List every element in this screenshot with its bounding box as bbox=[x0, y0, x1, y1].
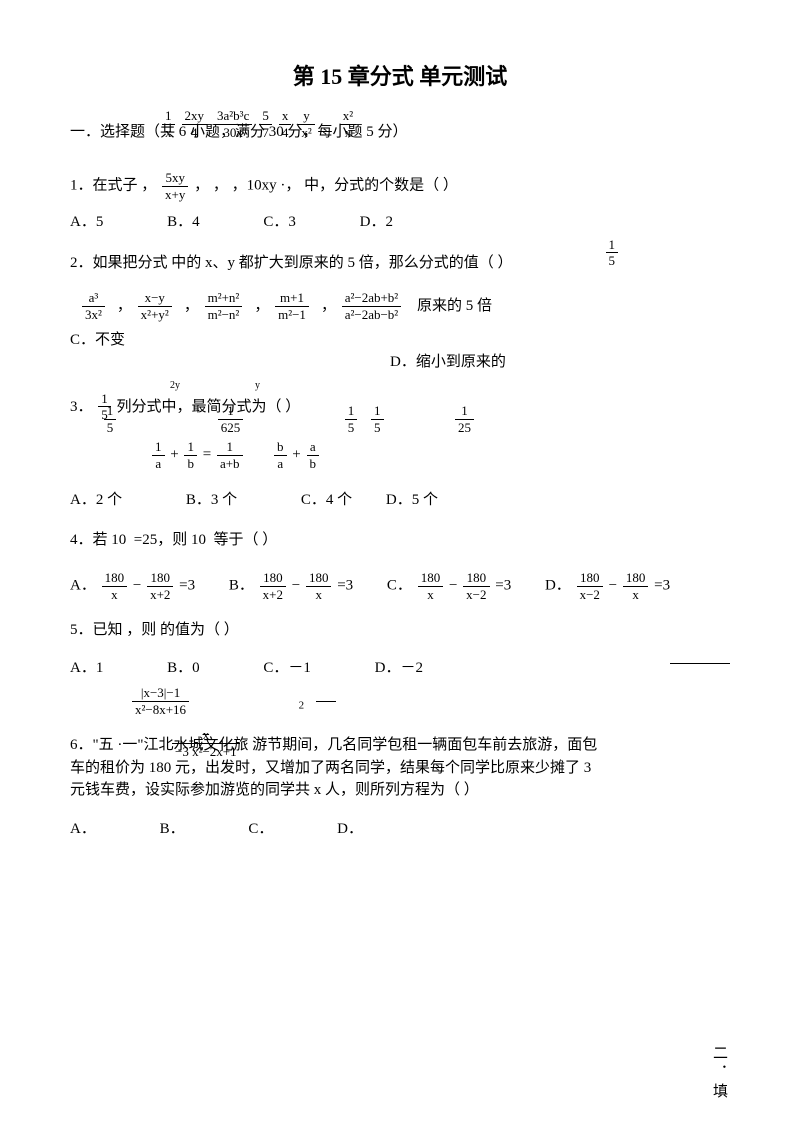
q2-frac-overlay: 15 bbox=[606, 238, 619, 268]
q6-opt-a: A． bbox=[70, 818, 96, 841]
q5-opt-b: B．0 bbox=[167, 657, 200, 680]
q1-stem: 1．在式子 ， 5xyx+y ， ， ，10xy ·， 中，分式的个数是（ ） bbox=[70, 171, 730, 201]
q6-opt-b: B． bbox=[160, 818, 185, 841]
q5-stem: 5．已知 ，则 的值为（ ） bbox=[70, 619, 730, 647]
q6-line3: 元钱车费，设实际参加游览的同学共 x 人，则所列方程为（ ） bbox=[70, 779, 730, 802]
q5-opt-a: A．1 bbox=[70, 657, 103, 680]
q2-frac-row: a³3x²， x−yx²+y²， m²+n²m²−n²， m+1m²−1， a²… bbox=[80, 290, 730, 323]
q3-sup-1: 2y bbox=[170, 378, 180, 393]
q5-frac-below: |x−3|−1x²−8x+16 2 bbox=[130, 686, 730, 716]
section-1-heading: 一．选择题（共 6 小题，满分 30 分，每小题 5 分） 1x 2xy4 3a… bbox=[70, 121, 730, 151]
q4-opt-b: B． 180x+2 − 180x =3 bbox=[229, 571, 353, 601]
q4-options: A． 180x − 180x+2 =3 B． 180x+2 − 180x =3 … bbox=[70, 571, 730, 601]
q3-options: A．2 个 B．3 个 C．4 个 D．5 个 bbox=[70, 489, 730, 512]
q6-opt-d: D． bbox=[337, 818, 363, 841]
q6-line2: 车的租价为 180 元，出发时，又增加了两名同学，结果每个同学比原来少摊了 3 bbox=[70, 757, 730, 780]
q1-opt-a: A．5 bbox=[70, 211, 103, 234]
q1-frac: 5xyx+y bbox=[162, 171, 188, 201]
section-2-heading: 二．填 bbox=[708, 1045, 731, 1102]
q3-opt-d: D．5 个 bbox=[386, 489, 438, 512]
q2-tail: 原来的 5 倍 bbox=[417, 298, 492, 314]
q5-opt-d: D．－2 bbox=[375, 657, 423, 680]
q1-text-a: 1．在式子 ， bbox=[70, 178, 156, 194]
section-1-overlay-fracs: 1x 2xy4 3a²b³c30x 57 x4 yx² x²x bbox=[160, 109, 358, 139]
q5-options: A．1 B．0 C．－1 D．－2 bbox=[70, 657, 730, 680]
q3-opt-c: C．4 个 bbox=[301, 489, 352, 512]
page-title: 第 15 章分式 单元测试 bbox=[70, 60, 730, 93]
q6-overlay-frac: x −3 x²−2x+1 bbox=[172, 728, 240, 758]
q2-text: 2．如果把分式 中的 x、y 都扩大到原来的 5 倍，那么分式的值（ ） bbox=[70, 255, 513, 271]
q2-opt-d: D．缩小到原来的 bbox=[390, 351, 730, 374]
q3-opt-b: B．3 个 bbox=[186, 489, 237, 512]
q4-opt-c: C． 180x − 180x−2 =3 bbox=[387, 571, 511, 601]
q1-opt-d: D．2 bbox=[360, 211, 393, 234]
q1-opt-b: B．4 bbox=[167, 211, 200, 234]
q1-options: A．5 B．4 C．3 D．2 bbox=[70, 211, 730, 234]
q4-opt-d: D． 180x−2 − 180x =3 bbox=[545, 571, 670, 601]
q3-sup-2: y bbox=[255, 378, 260, 393]
q1-opt-c: C．3 bbox=[263, 211, 296, 234]
q3-opt-a: A．2 个 bbox=[70, 489, 122, 512]
q2-stem: 2．如果把分式 中的 x、y 都扩大到原来的 5 倍，那么分式的值（ ） 15 bbox=[70, 252, 730, 280]
q5-opt-c: C．－1 bbox=[263, 657, 311, 680]
q6: 6．"五 ·一"江北水城文化旅 游节期间，几名同学包租一辆面包车前去旅游，面包 … bbox=[70, 734, 730, 802]
q6-options: A． B． C． D． bbox=[70, 818, 730, 841]
q6-opt-c: C． bbox=[248, 818, 273, 841]
q4-stem: 4．若 10 =25，则 10 等于（ ） bbox=[70, 529, 730, 557]
q1-text-b: ， ， ，10xy ·， 中，分式的个数是（ ） bbox=[194, 178, 458, 194]
q4-opt-a: A． 180x − 180x+2 =3 bbox=[70, 571, 195, 601]
q6-line1: 6．"五 ·一"江北水城文化旅 游节期间，几名同学包租一辆面包车前去旅游，面包 bbox=[70, 734, 730, 757]
q2-opt-c: C．不变 bbox=[70, 329, 730, 352]
q3-eq-row: 1a + 1b = 1a+b ba + ab bbox=[150, 440, 730, 470]
